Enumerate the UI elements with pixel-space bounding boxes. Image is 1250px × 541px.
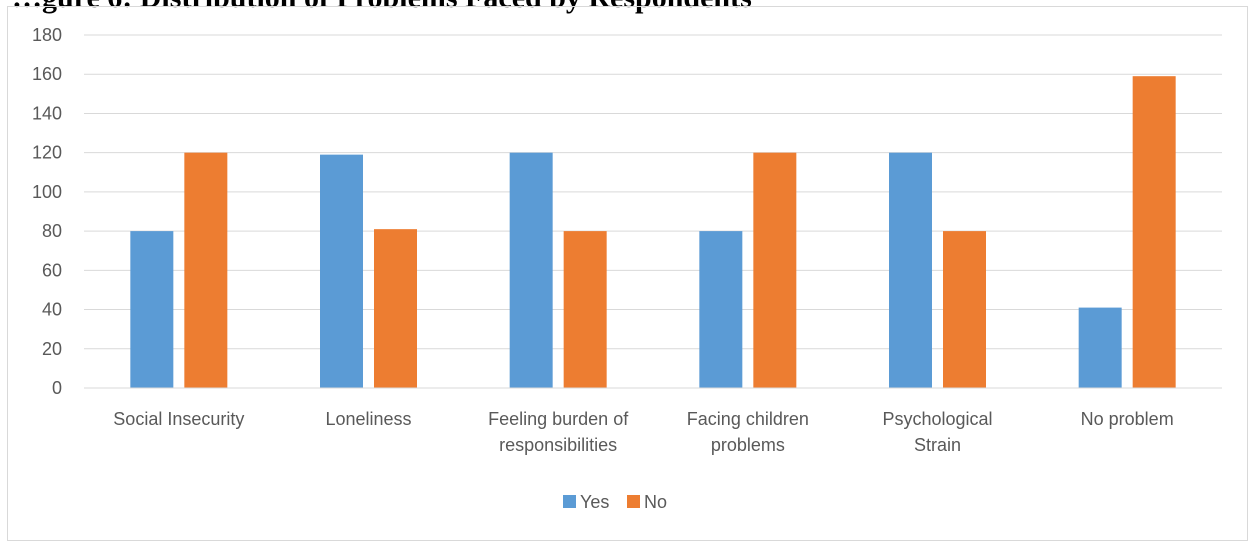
- y-tick-label: 40: [42, 300, 62, 320]
- bar-yes-5: [1078, 307, 1122, 388]
- x-tick-label: Psychological Strain: [882, 409, 992, 455]
- bar-yes-4: [889, 152, 932, 388]
- x-tick-label: No problem: [1081, 409, 1174, 429]
- y-tick-label: 0: [52, 378, 62, 398]
- x-tick-label-line: Psychological: [882, 409, 992, 429]
- y-tick-label: 80: [42, 221, 62, 241]
- bar-yes-1: [320, 154, 363, 388]
- axes: 0 20 40 60 80 100 120 140 160 180 Social Insecurit…: [32, 25, 1222, 455]
- bar-no-4: [943, 231, 986, 388]
- x-tick-label-line: Strain: [914, 435, 961, 455]
- legend-swatch-no: [627, 495, 640, 508]
- y-tick-label: 180: [32, 25, 62, 45]
- x-tick-label-line: No problem: [1081, 409, 1174, 429]
- bar-yes-3: [699, 231, 743, 388]
- x-tick-label-line: Social Insecurity: [113, 409, 244, 429]
- x-tick-label: Loneliness: [325, 409, 411, 429]
- y-tick-label: 60: [42, 260, 62, 280]
- y-tick-label: 20: [42, 339, 62, 359]
- legend: Yes No: [563, 492, 667, 512]
- bar-no-1: [374, 229, 417, 388]
- bar-no-0: [184, 152, 228, 388]
- bar-yes-0: [130, 231, 174, 388]
- gridlines: [84, 34, 1222, 389]
- x-tick-label-line: problems: [711, 435, 785, 455]
- bar-no-5: [1132, 76, 1176, 388]
- legend-label-yes: Yes: [580, 492, 609, 512]
- x-tick-label-line: responsibilities: [499, 435, 617, 455]
- x-tick-label: Feeling burden of responsibilities: [488, 409, 629, 455]
- legend-swatch-yes: [563, 495, 576, 508]
- x-tick-label-line: Feeling burden of: [488, 409, 629, 429]
- y-tick-label: 120: [32, 143, 62, 163]
- y-tick-label: 160: [32, 64, 62, 84]
- bars: [130, 76, 1176, 388]
- bar-yes-2: [509, 152, 553, 388]
- x-tick-label-line: Loneliness: [325, 409, 411, 429]
- legend-label-no: No: [644, 492, 667, 512]
- x-tick-label: Facing children problems: [687, 409, 809, 455]
- x-tick-label-line: Facing children: [687, 409, 809, 429]
- y-tick-label: 140: [32, 103, 62, 123]
- chart-title: …gure 6: Distribution of Problems Faced …: [12, 0, 752, 15]
- bar-no-3: [753, 152, 797, 388]
- bar-no-2: [563, 231, 607, 388]
- y-tick-label: 100: [32, 182, 62, 202]
- x-tick-label: Social Insecurity: [113, 409, 244, 429]
